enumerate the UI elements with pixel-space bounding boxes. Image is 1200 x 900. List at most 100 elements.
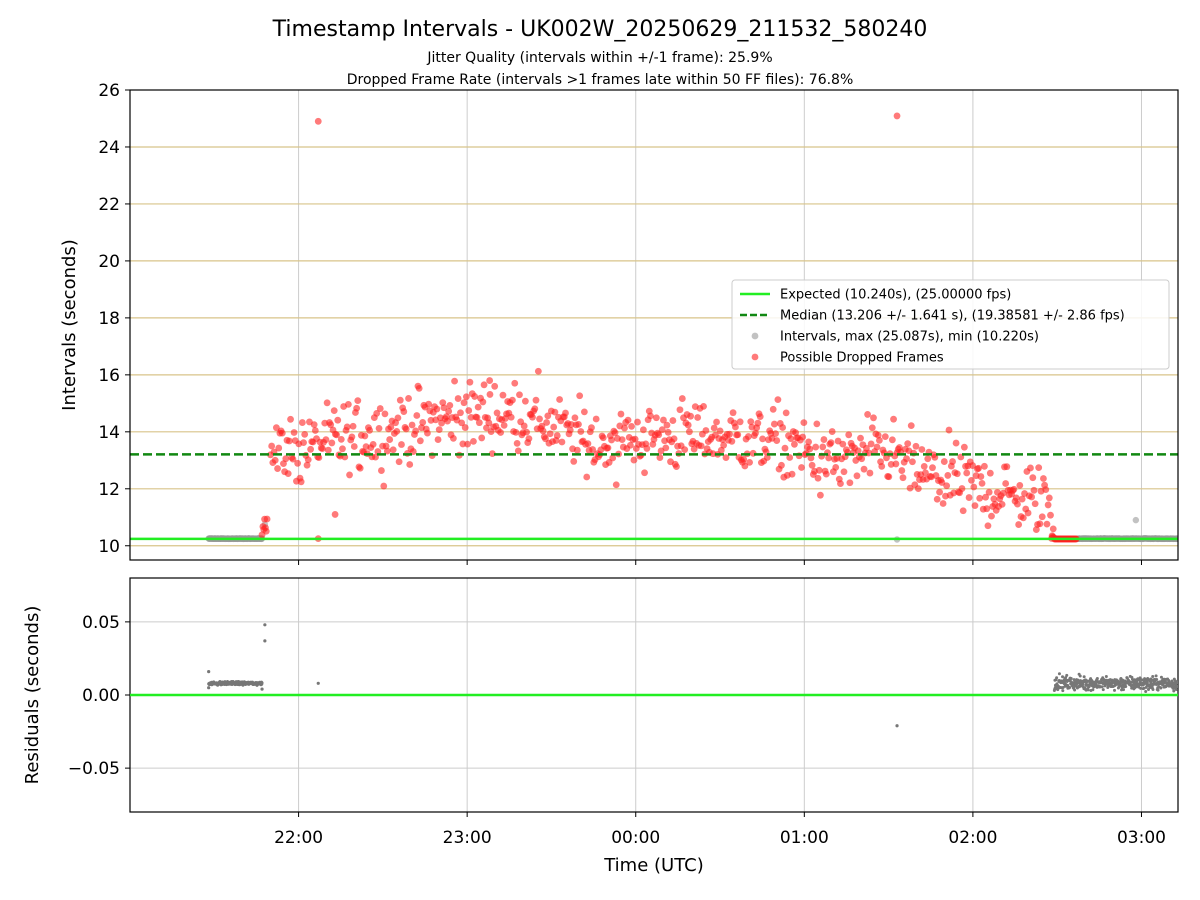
dropped-frame-point [356, 464, 364, 472]
dropped-frame-point [1045, 494, 1053, 502]
dropped-frame-point [1002, 480, 1010, 487]
dropped-frame-point [373, 410, 381, 417]
dropped-frame-point [986, 469, 994, 477]
residual-point [1154, 674, 1158, 678]
dropped-frame-point [278, 429, 286, 437]
dropped-frame-point [346, 471, 353, 479]
dropped-frame-point [531, 405, 539, 413]
dropped-frame-point [611, 429, 619, 437]
dropped-frame-point [386, 436, 394, 443]
dropped-frame-point [353, 404, 361, 412]
dropped-frame-point [274, 465, 281, 472]
dropped-frame-point [439, 399, 447, 406]
dropped-frame-point [617, 410, 625, 418]
dropped-frame-point [687, 412, 694, 420]
dropped-frame-point [529, 413, 536, 421]
dropped-frame-point [670, 435, 678, 443]
top-y-tick-label: 12 [98, 480, 120, 500]
top-y-axis-label: Intervals (seconds) [59, 239, 80, 411]
residual-point [1172, 689, 1176, 693]
intervals-data [205, 112, 1178, 543]
dropped-frame-point [466, 378, 474, 386]
dropped-frame-point [786, 454, 794, 461]
dropped-frame-point [262, 527, 270, 535]
dropped-frame-point [1012, 494, 1020, 502]
dropped-frame-point [772, 430, 779, 437]
chart-subtitle-jitter: Jitter Quality (intervals within +/-1 fr… [426, 50, 772, 66]
chart-title: Timestamp Intervals - UK002W_20250629_21… [272, 17, 928, 42]
residuals-panel: 22:00 23:00 00:00 01:00 02:00 03:00 0.05 0.00 −0… [68, 577, 1179, 848]
dropped-frame-point [284, 470, 292, 478]
residual-point [1091, 688, 1095, 692]
dropped-frame-point [485, 419, 493, 427]
dropped-frame-point [1040, 475, 1047, 482]
bottom-y-tick-label: 0.05 [82, 613, 120, 633]
dropped-frame-point [512, 429, 520, 436]
dropped-frame-point [747, 418, 755, 426]
residual-point [1086, 688, 1090, 692]
residual-point [1155, 678, 1159, 682]
dropped-frame-point [726, 430, 733, 438]
legend-expected-label: Expected (10.240s), (25.00000 fps) [780, 288, 1011, 303]
dropped-frame-point [576, 392, 584, 400]
dropped-frame-point [539, 427, 547, 435]
dropped-frame-point [988, 512, 995, 520]
dropped-frame-point [348, 433, 356, 441]
dropped-frame-point [609, 454, 617, 462]
dropped-frame-point [454, 395, 462, 402]
dropped-frame-point [858, 455, 866, 463]
residual-point [1144, 690, 1148, 694]
dropped-frame-point [857, 434, 864, 442]
dropped-frame-point [331, 511, 339, 518]
dropped-frame-point [474, 403, 482, 411]
bottom-y-axis-label: Residuals (seconds) [22, 606, 43, 785]
dropped-frame-point [546, 430, 554, 438]
dropped-frame-point [562, 409, 569, 417]
legend-intervals-swatch [751, 332, 759, 340]
dropped-frame-point [285, 437, 293, 445]
dropped-frame-point [885, 473, 893, 481]
dropped-frame-point [781, 444, 789, 452]
dropped-frame-point [722, 454, 730, 462]
dropped-frame-point [664, 428, 672, 436]
dropped-frame-point [700, 402, 707, 410]
dropped-frame-point [558, 438, 566, 446]
x-tick-label: 03:00 [1117, 828, 1166, 848]
x-tick-label: 00:00 [611, 828, 660, 848]
dropped-frame-point [981, 462, 988, 470]
dropped-frame-point [303, 461, 311, 469]
dropped-frame-point [690, 445, 698, 453]
residual-point [207, 670, 211, 674]
dropped-frame-point [290, 429, 298, 436]
dropped-frame-point [608, 436, 615, 444]
residual-point [1159, 686, 1163, 690]
dropped-frame-point [1028, 493, 1036, 501]
dropped-frame-point [1016, 481, 1024, 489]
dropped-frame-point [398, 441, 405, 448]
dropped-frame-point [912, 442, 920, 450]
dropped-frame-point [387, 423, 395, 431]
dropped-frame-point [328, 439, 336, 447]
dropped-frame-point [354, 397, 362, 405]
bottom-y-tick-label: −0.05 [68, 759, 120, 779]
dropped-frame-point [660, 416, 667, 424]
residual-point [1061, 689, 1065, 693]
dropped-frame-point [1036, 520, 1044, 528]
dropped-frame-point [268, 442, 276, 450]
dropped-frame-point [840, 468, 848, 476]
dropped-frame-point [534, 367, 542, 375]
dropped-frame-point [971, 502, 979, 510]
dropped-frame-point [435, 426, 443, 434]
dropped-frame-point [940, 458, 948, 465]
dropped-frame-point [451, 377, 458, 385]
dropped-frame-point [825, 454, 833, 462]
dropped-frame-point [800, 419, 808, 427]
legend-intervals-label: Intervals, max (25.087s), min (10.220s) [780, 330, 1039, 345]
dropped-frame-point [577, 428, 585, 435]
dropped-frame-point [483, 424, 490, 432]
dropped-frame-point [583, 473, 591, 481]
dropped-frame-point [1003, 463, 1011, 471]
dropped-frame-point [813, 420, 821, 428]
dropped-frame-point [460, 399, 468, 407]
dropped-frame-point [860, 465, 868, 473]
